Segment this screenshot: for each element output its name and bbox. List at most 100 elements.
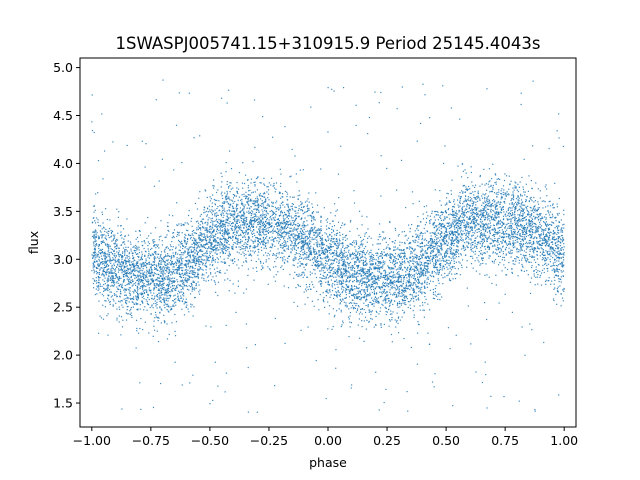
- data-point: [247, 228, 249, 231]
- data-point: [190, 220, 192, 222]
- data-point: [363, 247, 365, 250]
- data-point: [364, 289, 366, 291]
- data-point: [254, 239, 256, 241]
- data-point: [540, 284, 543, 286]
- data-point: [248, 204, 250, 206]
- data-point: [396, 312, 398, 314]
- data-point: [192, 242, 195, 244]
- data-point: [199, 268, 201, 270]
- data-point: [185, 298, 187, 300]
- data-point: [136, 303, 138, 305]
- data-point: [468, 231, 470, 233]
- data-point: [162, 273, 164, 275]
- data-point: [325, 278, 327, 280]
- data-point: [467, 246, 469, 249]
- data-point: [517, 190, 520, 193]
- data-point: [234, 219, 236, 221]
- data-point: [371, 285, 373, 288]
- data-point: [307, 258, 309, 260]
- data-point: [425, 265, 427, 267]
- data-point: [544, 260, 546, 262]
- data-point: [335, 276, 337, 278]
- data-point: [532, 256, 534, 258]
- data-point: [173, 302, 176, 304]
- data-point: [393, 284, 395, 286]
- data-point: [120, 334, 122, 336]
- data-point: [412, 289, 414, 292]
- data-point: [211, 217, 214, 219]
- data-point: [361, 279, 363, 281]
- data-point: [391, 319, 393, 321]
- data-point: [213, 240, 215, 243]
- data-point: [343, 260, 345, 262]
- data-point: [405, 290, 407, 293]
- data-point: [269, 231, 271, 233]
- data-point: [110, 291, 113, 293]
- data-point: [549, 248, 551, 250]
- data-point: [385, 299, 387, 301]
- data-point: [176, 271, 178, 273]
- data-point: [536, 209, 538, 211]
- data-point: [512, 198, 515, 201]
- data-point: [174, 330, 176, 332]
- data-point: [368, 235, 370, 238]
- data-point: [357, 252, 359, 254]
- data-point: [537, 203, 540, 205]
- data-point: [215, 216, 217, 218]
- data-point: [384, 296, 387, 298]
- data-point: [300, 257, 303, 259]
- data-point: [430, 252, 432, 255]
- data-point: [330, 264, 332, 266]
- data-point: [115, 274, 117, 277]
- data-point: [183, 303, 185, 305]
- data-point: [396, 262, 398, 264]
- data-point: [320, 257, 322, 260]
- data-point: [113, 285, 115, 287]
- data-point: [321, 237, 324, 239]
- data-point: [97, 192, 99, 194]
- data-point: [486, 237, 488, 239]
- data-point: [233, 207, 235, 209]
- data-point: [515, 258, 517, 260]
- data-point: [460, 239, 462, 242]
- data-point: [472, 247, 474, 249]
- data-point: [291, 202, 293, 205]
- data-point: [557, 253, 559, 255]
- data-point: [475, 237, 477, 239]
- data-point: [245, 220, 247, 222]
- data-point: [254, 215, 256, 218]
- data-point: [433, 271, 435, 273]
- data-point: [364, 316, 367, 318]
- data-point: [153, 287, 155, 289]
- data-point: [397, 322, 399, 325]
- data-point: [129, 257, 131, 259]
- data-point: [353, 294, 355, 296]
- data-point: [175, 289, 177, 292]
- data-point: [335, 237, 338, 240]
- data-point: [472, 234, 475, 236]
- data-point: [483, 240, 486, 242]
- data-point: [265, 228, 267, 230]
- data-point: [265, 214, 268, 216]
- data-point: [445, 259, 447, 261]
- data-point: [237, 243, 239, 245]
- data-point: [249, 245, 251, 247]
- data-point: [253, 219, 256, 221]
- data-point: [429, 221, 431, 223]
- data-point: [111, 240, 113, 242]
- data-point: [214, 199, 217, 201]
- data-point: [331, 268, 334, 270]
- data-point: [475, 246, 478, 248]
- data-point: [556, 287, 558, 290]
- data-point: [157, 276, 159, 279]
- data-point: [327, 235, 329, 237]
- data-point: [118, 247, 120, 249]
- data-point: [359, 337, 361, 339]
- data-point: [199, 289, 201, 291]
- data-point: [327, 245, 329, 248]
- data-point: [201, 238, 203, 241]
- data-point: [458, 217, 461, 219]
- data-point: [221, 204, 224, 207]
- data-point: [512, 235, 514, 238]
- data-point: [284, 224, 287, 226]
